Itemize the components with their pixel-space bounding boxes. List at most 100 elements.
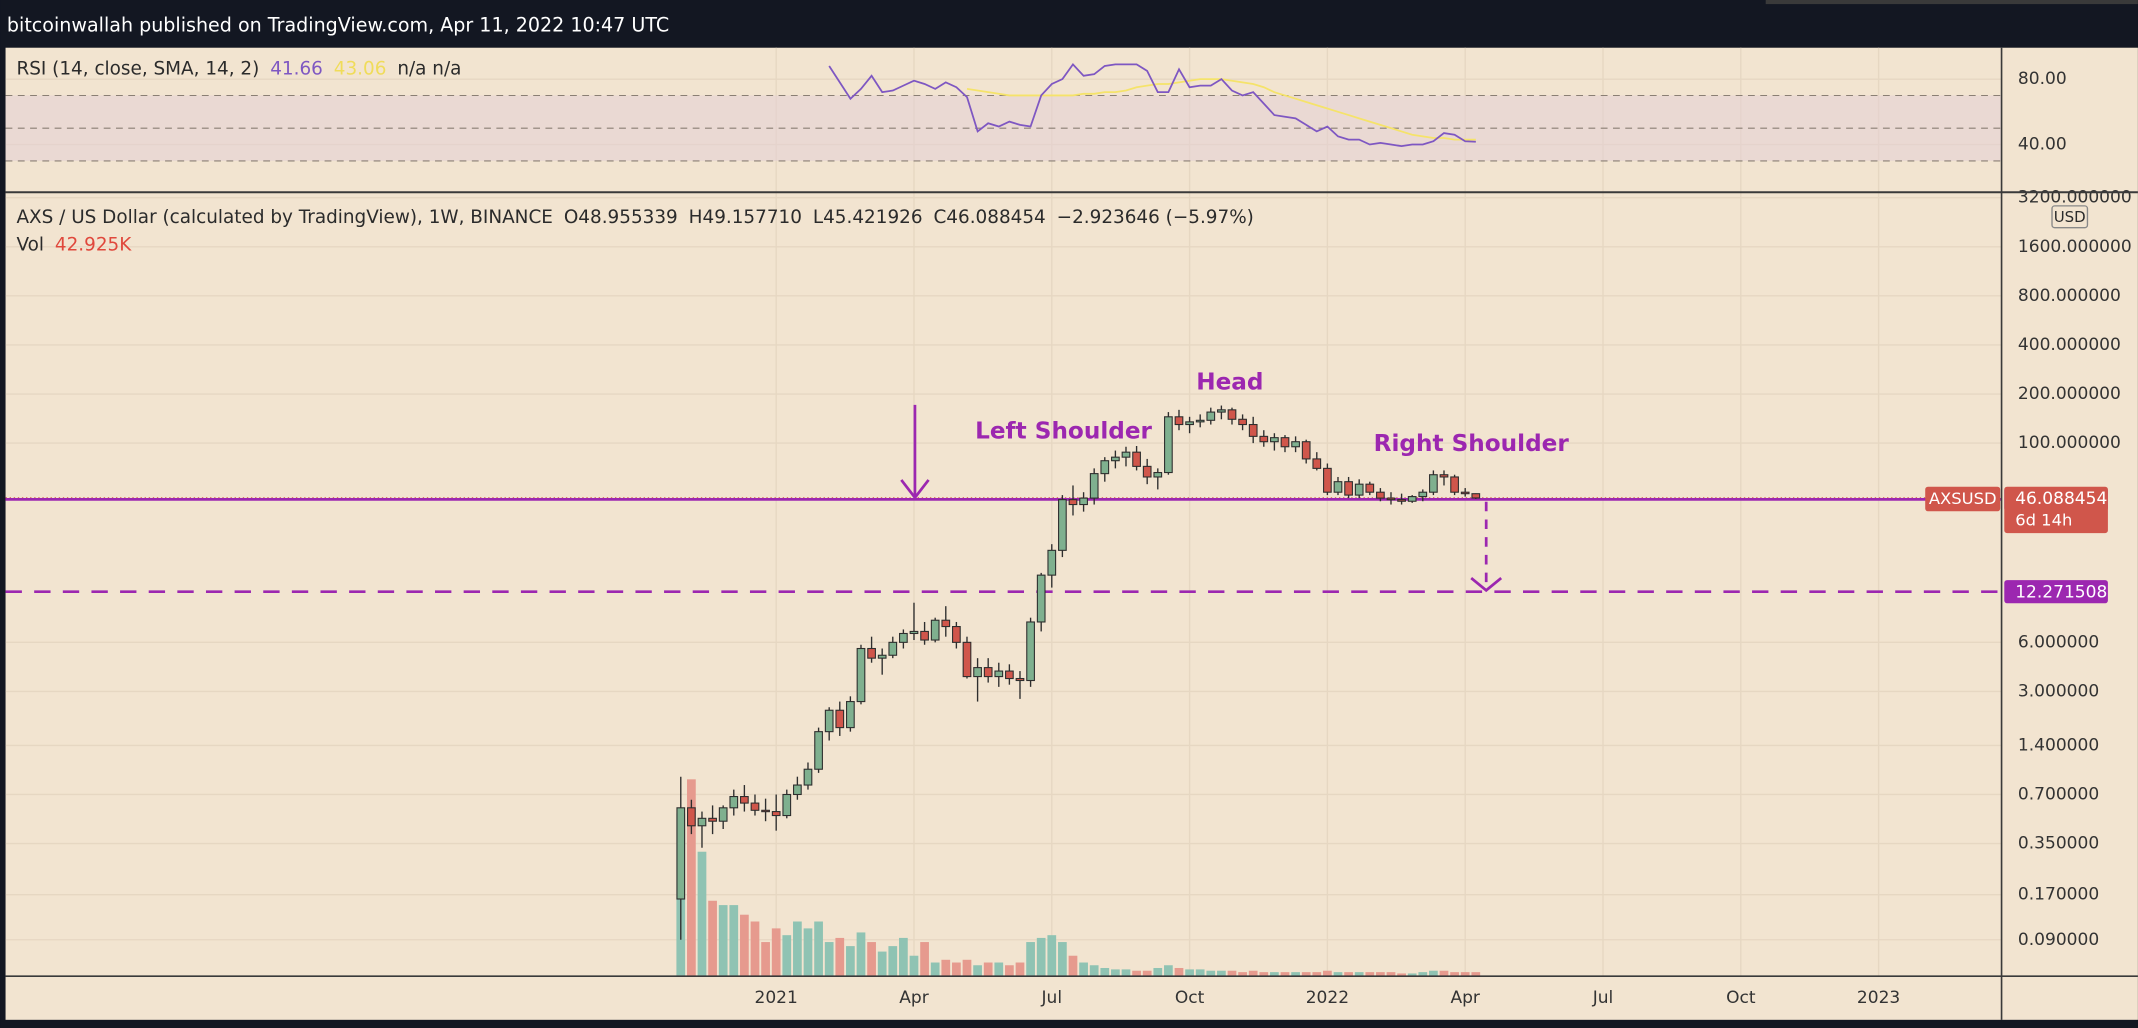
volume-bar (1386, 972, 1396, 977)
volume-bar (1333, 972, 1343, 977)
candle-body (1132, 451, 1141, 467)
chart-title: AXS / US Dollar (calculated by TradingVi… (16, 207, 552, 228)
candle-body (729, 795, 739, 809)
candle-body (1386, 497, 1396, 501)
candle-body (930, 619, 940, 641)
rsi-line (828, 62, 1476, 148)
volume-bar (952, 962, 961, 977)
volume-bar (930, 962, 940, 977)
volume-bar (973, 965, 982, 977)
x-tick-label: Apr (899, 988, 928, 1008)
candle-body (1471, 493, 1481, 499)
candle-body (899, 632, 908, 643)
currency-box (2051, 205, 2089, 229)
candle-body (1270, 437, 1279, 443)
candle-body (1365, 483, 1375, 493)
candle-body (1354, 483, 1364, 496)
volume-bar (1291, 972, 1300, 977)
candle-body (1460, 491, 1470, 495)
candle-body (708, 817, 717, 822)
candle-body (1439, 474, 1449, 478)
volume-bar (1015, 962, 1025, 977)
volume-bar (729, 905, 739, 977)
candle-body (824, 709, 834, 733)
volume-bar (1429, 970, 1438, 977)
volume-legend: Vol 42.925K (16, 234, 132, 255)
candle-body (1185, 421, 1194, 426)
volume-bar (1217, 970, 1226, 977)
candle-body (1248, 423, 1258, 437)
rsi-legend: RSI (14, close, SMA, 14, 2) 41.66 43.06 n/a… (16, 59, 461, 80)
volume-bar (1418, 972, 1428, 977)
candle-body (994, 670, 1004, 678)
volume-bar (877, 951, 887, 977)
candle-body (1206, 411, 1216, 421)
target-arrow (1470, 501, 1503, 593)
arrow-down (900, 404, 930, 500)
y-tick-label: 1.400000 (2018, 735, 2099, 755)
y-tick-label: 3200.000000 (2018, 188, 2132, 208)
candle-body (909, 630, 919, 635)
candle-body (1142, 465, 1152, 478)
volume-bar (697, 851, 707, 977)
candle-body (1036, 574, 1046, 623)
volume-bar (909, 955, 919, 977)
rsi-value: 41.66 (270, 59, 323, 80)
volume-bar (1121, 969, 1131, 977)
volume-title: Vol (16, 234, 44, 255)
x-tick-label: Oct (1726, 988, 1756, 1008)
candle-body (973, 667, 982, 678)
ohlc-high: H49.157710 (689, 207, 802, 228)
annotation-head: Head (1196, 369, 1263, 396)
volume-bar (1450, 972, 1459, 977)
candle-body (835, 709, 845, 729)
candle-body (1058, 499, 1067, 551)
volume-bar (1089, 965, 1099, 977)
candle-body (1174, 416, 1184, 426)
candle-body (983, 667, 993, 678)
annotation-left-shoulder: Left Shoulder (975, 418, 1152, 445)
volume-bar (708, 900, 717, 977)
volume-bar (1005, 965, 1014, 977)
publisher: bitcoinwallah published on TradingView.c… (7, 14, 669, 36)
volume-bar (835, 937, 845, 977)
volume-bar (1344, 972, 1353, 977)
rsi-na: n/a n/a (397, 59, 461, 80)
ohlc-close: C46.088454 (933, 207, 1045, 228)
volume-bar (867, 942, 876, 977)
candle-body (1291, 441, 1300, 448)
x-tick-label: Jul (1041, 988, 1063, 1008)
countdown: 6d 14h (2015, 510, 2072, 529)
candle-body (1111, 456, 1120, 462)
volume-bar (740, 914, 749, 977)
volume-bar (994, 962, 1004, 977)
volume-bar (1270, 972, 1279, 977)
candle-body (867, 647, 876, 659)
volume-bar (983, 962, 993, 977)
candle-body (1429, 474, 1438, 493)
volume-bar (1227, 970, 1237, 977)
y-tick-label: 400.000000 (2018, 335, 2121, 355)
volume-bar (1047, 935, 1057, 977)
volume-bar (687, 779, 696, 977)
volume-bar (846, 946, 855, 977)
candle-body (1100, 460, 1110, 475)
candle-body (1217, 409, 1226, 413)
main-legend: AXS / US Dollar (calculated by TradingVi… (16, 207, 1253, 228)
volume-bar (962, 959, 972, 977)
candle-body (1376, 491, 1385, 499)
x-tick-label: 2023 (1857, 988, 1900, 1008)
symbol-box (1925, 486, 2001, 512)
y-tick-label: 0.170000 (2018, 885, 2099, 905)
candle-body (718, 807, 728, 822)
ohlc-open: O48.955339 (564, 207, 678, 228)
ohlc-change: −2.923646 (−5.97%) (1057, 207, 1254, 228)
target-arrow-head (1470, 577, 1503, 593)
volume-bar (856, 932, 866, 977)
volume-bar (1460, 972, 1470, 977)
y-tick-label: 1600.000000 (2018, 237, 2132, 257)
candle-body (1195, 419, 1205, 423)
volume-bar (941, 959, 951, 977)
candle-body (1121, 451, 1131, 458)
candle-body (793, 784, 802, 796)
